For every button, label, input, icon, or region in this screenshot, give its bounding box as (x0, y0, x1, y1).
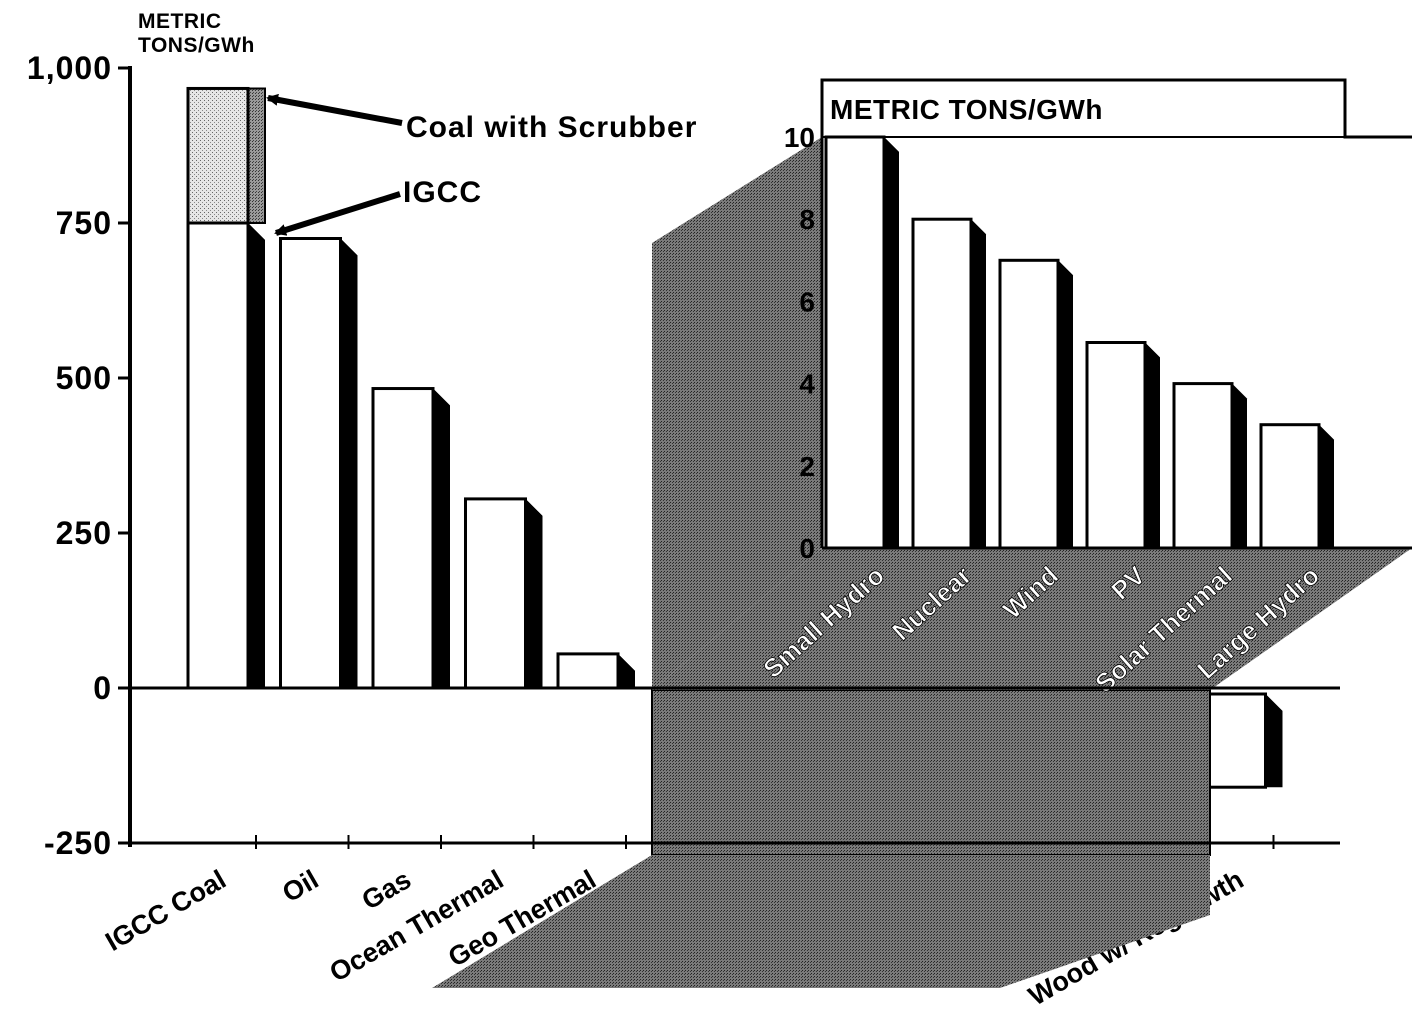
bar-side (340, 238, 358, 688)
bar-side (525, 498, 543, 688)
main-ytick-label: 750 (56, 205, 112, 241)
inset-bar (1172, 382, 1234, 550)
main-ytick-label: 250 (56, 515, 112, 551)
inset-ytick-label: 8 (799, 204, 815, 235)
inset-bar (1259, 423, 1321, 550)
main-xtick-label: IGCC Coal (100, 864, 231, 957)
inset-bar-side (1058, 260, 1073, 548)
igcc-arrow (274, 191, 401, 236)
main-ytick-label: 0 (93, 670, 112, 706)
bar (371, 387, 435, 690)
annotation-coal-scrubber: Coal with Scrubber (406, 111, 697, 144)
main-xtick-label: Oil (277, 864, 323, 908)
main-xtick-label: Gas (357, 864, 416, 916)
inset-ytick-label: 6 (799, 286, 815, 317)
bar (1204, 692, 1267, 789)
inset-ytick-label: 2 (799, 451, 815, 482)
bar-side (433, 388, 450, 688)
bar (279, 237, 342, 690)
inset-ytick-label: 0 (799, 533, 815, 564)
zoom-projection-front (651, 689, 1211, 856)
annotations: Coal with Scrubber IGCC (266, 93, 697, 236)
main-ytick-label: -250 (44, 825, 112, 861)
scrubber-bar-side (247, 87, 266, 224)
annotation-igcc: IGCC (403, 176, 482, 209)
inset-bar (824, 135, 886, 550)
inset-ytick-label: 10 (784, 122, 815, 153)
inset-bar-side (1319, 424, 1334, 548)
main-y-unit-line2: TONS/GWh (138, 34, 255, 57)
scrubber-arrow (266, 93, 403, 126)
bar (464, 497, 527, 690)
zoom-projection-left (652, 137, 822, 690)
bar (556, 652, 620, 690)
inset-ytick-label: 4 (799, 369, 815, 400)
inset-bar-side (884, 137, 899, 548)
inset-bar (998, 258, 1060, 550)
inset-bar (911, 217, 973, 550)
inset-bar-side (1145, 342, 1160, 548)
bar-side (248, 223, 265, 688)
inset-floor (652, 548, 1412, 690)
zoom-projection-floor (432, 855, 1210, 988)
bar-side (1265, 694, 1283, 788)
inset-bar (1085, 341, 1147, 550)
inset-y-unit: METRIC TONS/GWh (830, 94, 1103, 125)
inset-bar-side (1232, 383, 1247, 548)
main-chart: METRIC TONS/GWh 1,000 750 500 250 0 -250 IGCC… (27, 10, 1283, 1011)
main-ytick-label: 1,000 (27, 50, 112, 86)
scrubber-bar (186, 86, 250, 225)
bar (186, 221, 250, 690)
main-y-unit-line1: METRIC (138, 10, 222, 33)
main-ytick-label: 500 (56, 360, 112, 396)
inset-bar-side (971, 219, 986, 548)
